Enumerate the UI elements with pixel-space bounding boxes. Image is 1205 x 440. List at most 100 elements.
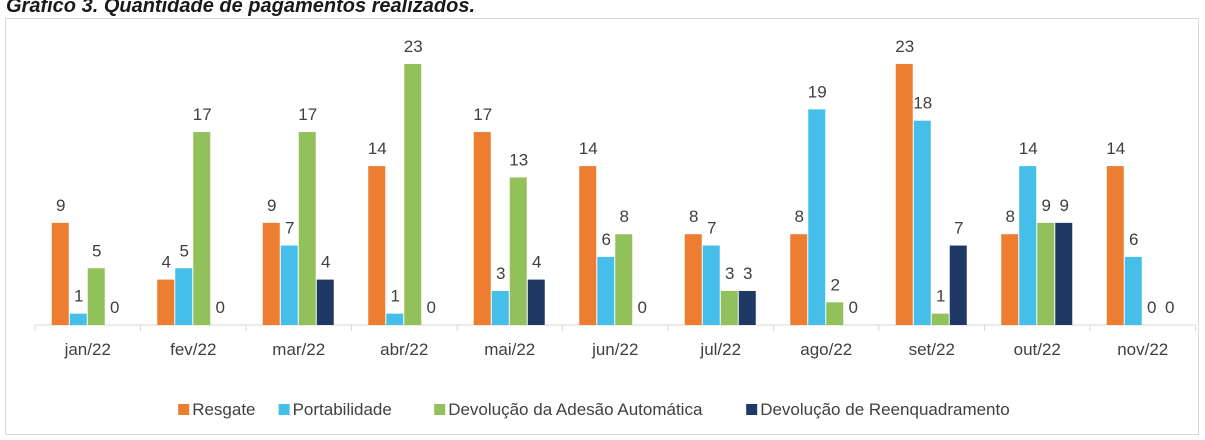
bar <box>69 313 87 325</box>
data-label: 0 <box>638 298 647 317</box>
bar <box>913 120 931 325</box>
legend-swatch <box>278 404 290 415</box>
bar <box>738 290 756 325</box>
legend-label: Portabilidade <box>293 400 392 419</box>
bar <box>1124 256 1142 325</box>
data-label: 0 <box>1165 298 1174 317</box>
data-label: 6 <box>602 230 611 249</box>
data-label: 7 <box>285 219 294 238</box>
data-label: 13 <box>509 150 528 169</box>
x-tick-label: fev/22 <box>170 340 216 359</box>
data-label: 1 <box>391 287 400 306</box>
data-label: 14 <box>1106 139 1125 158</box>
bar <box>597 256 615 325</box>
bar <box>175 268 193 325</box>
data-label: 3 <box>743 264 752 283</box>
data-label: 14 <box>1019 139 1038 158</box>
bar <box>509 177 527 325</box>
data-label: 23 <box>895 37 914 56</box>
bar <box>579 166 597 325</box>
data-label: 6 <box>1129 230 1138 249</box>
x-tick-label: mai/22 <box>484 340 535 359</box>
bar <box>262 222 280 325</box>
bar <box>527 279 545 325</box>
bar <box>615 234 633 325</box>
x-tick-label: ago/22 <box>800 340 852 359</box>
bar <box>684 234 702 325</box>
data-label: 1 <box>74 287 83 306</box>
x-tick-label: jan/22 <box>64 340 111 359</box>
data-label: 14 <box>368 139 387 158</box>
bar <box>87 268 105 325</box>
data-label: 5 <box>180 241 189 260</box>
data-label: 7 <box>707 219 716 238</box>
data-label: 17 <box>473 105 492 124</box>
data-label: 4 <box>162 253 171 272</box>
x-tick-label: out/22 <box>1014 340 1061 359</box>
bar <box>1106 166 1124 325</box>
bar <box>404 63 422 325</box>
data-label: 1 <box>936 287 945 306</box>
data-label: 7 <box>954 219 963 238</box>
data-label: 4 <box>321 253 330 272</box>
legend-label: Devolução de Reenquadramento <box>760 400 1010 419</box>
data-label: 0 <box>427 298 436 317</box>
bar <box>386 313 404 325</box>
data-label: 18 <box>913 94 932 113</box>
bar <box>280 245 298 325</box>
data-label: 0 <box>110 298 119 317</box>
bar <box>316 279 334 325</box>
bar <box>298 132 316 325</box>
data-label: 9 <box>56 196 65 215</box>
x-tick-label: set/22 <box>909 340 955 359</box>
bar <box>808 109 826 325</box>
legend-swatch <box>746 404 758 415</box>
bar <box>491 290 509 325</box>
bar <box>702 245 720 325</box>
data-label: 9 <box>1060 196 1069 215</box>
data-label: 9 <box>1042 196 1051 215</box>
bar <box>51 222 69 325</box>
data-label: 8 <box>689 207 698 226</box>
data-label: 8 <box>1006 207 1015 226</box>
legend-label: Resgate <box>192 400 255 419</box>
bar <box>931 313 949 325</box>
bar <box>895 63 913 325</box>
x-tick-label: abr/22 <box>380 340 428 359</box>
chart-frame <box>5 18 1199 435</box>
data-label: 17 <box>193 105 212 124</box>
data-label: 17 <box>298 105 317 124</box>
legend-label: Devolução da Adesão Automática <box>448 400 703 419</box>
data-label: 19 <box>808 82 827 101</box>
x-tick-label: nov/22 <box>1117 340 1168 359</box>
bar <box>720 290 738 325</box>
data-label: 4 <box>532 253 541 272</box>
data-label: 0 <box>1147 298 1156 317</box>
bar <box>949 245 967 325</box>
data-label: 3 <box>725 264 734 283</box>
data-label: 8 <box>620 207 629 226</box>
data-label: 9 <box>267 196 276 215</box>
data-label: 0 <box>849 298 858 317</box>
bar <box>1019 166 1037 325</box>
legend-swatch <box>434 404 446 415</box>
data-label: 2 <box>831 275 840 294</box>
bar <box>790 234 808 325</box>
legend-swatch <box>178 404 190 415</box>
x-tick-label: jun/22 <box>591 340 638 359</box>
data-label: 3 <box>496 264 505 283</box>
bar <box>1037 222 1055 325</box>
data-label: 23 <box>404 37 423 56</box>
bar <box>157 279 175 325</box>
x-tick-label: mar/22 <box>272 340 325 359</box>
bar <box>193 132 211 325</box>
data-label: 0 <box>216 298 225 317</box>
bar <box>826 302 844 325</box>
chart-title: Gráfico 3. Quantidade de pagamentos real… <box>6 0 475 17</box>
bar <box>1055 222 1073 325</box>
data-label: 5 <box>92 241 101 260</box>
bar <box>368 166 386 325</box>
x-tick-label: jul/22 <box>699 340 741 359</box>
bar <box>473 132 491 325</box>
